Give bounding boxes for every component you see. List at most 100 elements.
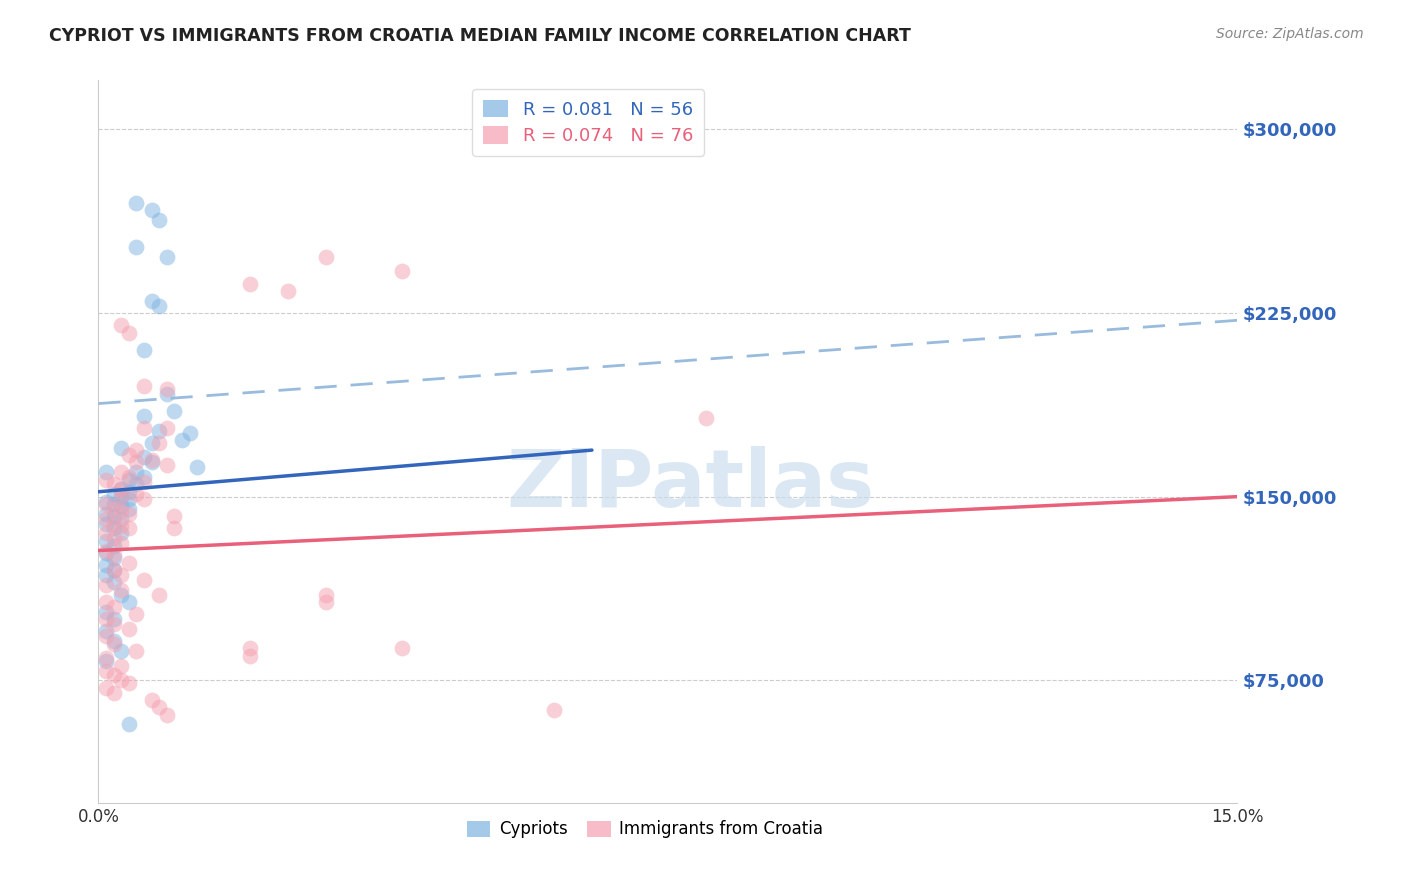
Point bbox=[315, 595, 337, 609]
Point bbox=[94, 612, 117, 626]
Point bbox=[118, 521, 141, 535]
Point bbox=[94, 654, 117, 668]
Point bbox=[94, 546, 117, 560]
Text: ZIPatlas: ZIPatlas bbox=[506, 446, 875, 524]
Point bbox=[239, 277, 262, 291]
Point bbox=[118, 502, 141, 516]
Point bbox=[94, 494, 117, 508]
Point bbox=[94, 568, 117, 582]
Point bbox=[543, 703, 565, 717]
Point bbox=[94, 595, 117, 609]
Point bbox=[110, 483, 132, 497]
Point bbox=[103, 531, 125, 545]
Point bbox=[186, 460, 208, 475]
Point bbox=[695, 411, 717, 425]
Point bbox=[132, 573, 155, 587]
Point bbox=[103, 497, 125, 511]
Point bbox=[110, 318, 132, 333]
Point bbox=[163, 404, 186, 418]
Point bbox=[156, 707, 179, 722]
Point bbox=[132, 475, 155, 489]
Point bbox=[132, 379, 155, 393]
Point bbox=[103, 634, 125, 648]
Point bbox=[103, 521, 125, 535]
Point bbox=[132, 470, 155, 484]
Point bbox=[110, 519, 132, 533]
Point bbox=[141, 453, 163, 467]
Point bbox=[110, 504, 132, 518]
Point bbox=[125, 195, 148, 210]
Point bbox=[94, 664, 117, 678]
Point bbox=[103, 612, 125, 626]
Point bbox=[103, 668, 125, 682]
Point bbox=[94, 578, 117, 592]
Point bbox=[103, 685, 125, 699]
Point bbox=[148, 299, 170, 313]
Point bbox=[103, 516, 125, 531]
Point bbox=[110, 511, 132, 525]
Point bbox=[118, 470, 141, 484]
Point bbox=[118, 675, 141, 690]
Point bbox=[103, 617, 125, 632]
Point bbox=[132, 421, 155, 435]
Point bbox=[94, 629, 117, 643]
Point bbox=[132, 343, 155, 357]
Point bbox=[132, 492, 155, 507]
Point bbox=[163, 521, 186, 535]
Point bbox=[110, 441, 132, 455]
Point bbox=[103, 575, 125, 590]
Point bbox=[118, 326, 141, 340]
Point bbox=[141, 203, 163, 218]
Point bbox=[391, 641, 413, 656]
Point bbox=[148, 588, 170, 602]
Point bbox=[103, 637, 125, 651]
Point bbox=[103, 502, 125, 516]
Point bbox=[125, 477, 148, 491]
Point bbox=[125, 607, 148, 622]
Point bbox=[103, 509, 125, 524]
Point bbox=[179, 425, 201, 440]
Point bbox=[148, 435, 170, 450]
Point bbox=[156, 421, 179, 435]
Point bbox=[110, 673, 132, 688]
Point bbox=[118, 448, 141, 462]
Point bbox=[141, 435, 163, 450]
Point bbox=[170, 434, 193, 448]
Point bbox=[118, 556, 141, 570]
Point bbox=[118, 507, 141, 521]
Text: CYPRIOT VS IMMIGRANTS FROM CROATIA MEDIAN FAMILY INCOME CORRELATION CHART: CYPRIOT VS IMMIGRANTS FROM CROATIA MEDIA… bbox=[49, 27, 911, 45]
Point bbox=[94, 605, 117, 619]
Point bbox=[103, 563, 125, 577]
Point bbox=[239, 648, 262, 663]
Point bbox=[110, 483, 132, 497]
Point bbox=[125, 455, 148, 469]
Point bbox=[315, 250, 337, 264]
Point bbox=[94, 511, 117, 525]
Point bbox=[141, 293, 163, 308]
Point bbox=[103, 563, 125, 577]
Point bbox=[94, 516, 117, 531]
Point bbox=[110, 582, 132, 597]
Point bbox=[141, 455, 163, 469]
Text: Source: ZipAtlas.com: Source: ZipAtlas.com bbox=[1216, 27, 1364, 41]
Point bbox=[110, 500, 132, 514]
Point bbox=[118, 484, 141, 499]
Point bbox=[118, 595, 141, 609]
Point bbox=[125, 240, 148, 254]
Point bbox=[94, 558, 117, 573]
Point bbox=[315, 588, 337, 602]
Point bbox=[110, 568, 132, 582]
Point bbox=[110, 588, 132, 602]
Point bbox=[94, 543, 117, 558]
Point bbox=[277, 284, 299, 298]
Point bbox=[110, 465, 132, 479]
Point bbox=[103, 549, 125, 563]
Point bbox=[141, 693, 163, 707]
Point bbox=[103, 550, 125, 565]
Point bbox=[103, 539, 125, 553]
Point bbox=[148, 424, 170, 438]
Point bbox=[94, 507, 117, 521]
Point bbox=[94, 465, 117, 479]
Point bbox=[132, 450, 155, 465]
Point bbox=[239, 641, 262, 656]
